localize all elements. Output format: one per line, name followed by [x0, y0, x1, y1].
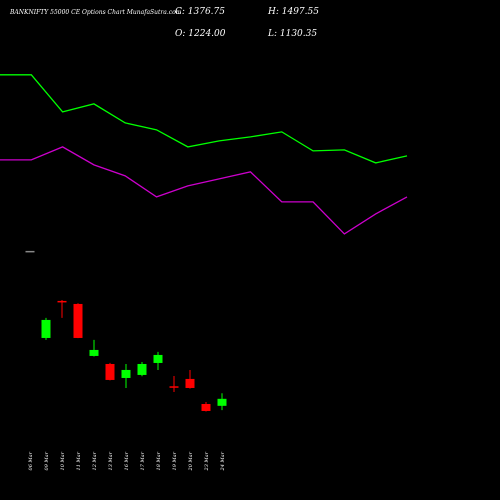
x-tick-label: 24 Mar	[220, 451, 226, 471]
x-tick-label: 17 Mar	[140, 451, 146, 470]
candle-body	[217, 398, 227, 406]
x-tick-label: 18 Mar	[156, 451, 162, 470]
high-label: H: 1497.55	[267, 7, 319, 17]
candle-body	[121, 369, 131, 378]
candle-body	[25, 250, 35, 253]
x-tick-label: 23 Mar	[204, 451, 210, 471]
candle-body	[73, 303, 83, 338]
x-tick-label: 13 Mar	[108, 451, 114, 470]
x-tick-label: 19 Mar	[172, 451, 178, 470]
chart-title: BANKNIFTY 55000 CE Options Chart MunafaS…	[9, 9, 182, 16]
candle-body	[41, 319, 51, 338]
candle-body	[137, 363, 147, 375]
x-tick-label: 10 Mar	[60, 451, 66, 470]
indicator-line	[0, 74, 408, 164]
candle-body	[57, 300, 67, 303]
x-tick-label: 20 Mar	[188, 451, 194, 471]
candle-body	[169, 386, 179, 388]
close-label: C: 1376.75	[175, 7, 225, 17]
x-tick-label: 09 Mar	[44, 451, 50, 470]
x-tick-label: 11 Mar	[76, 451, 82, 470]
low-label: L: 1130.35	[267, 29, 317, 39]
x-tick-label: 16 Mar	[124, 451, 130, 470]
indicator-line	[0, 146, 408, 235]
x-tick-label: 06 Mar	[28, 451, 34, 470]
candle-body	[185, 378, 195, 388]
candle-body	[201, 403, 211, 411]
x-tick-label: 12 Mar	[92, 451, 98, 470]
open-label: O: 1224.00	[175, 29, 226, 39]
candle-body	[89, 349, 99, 356]
candle-body	[153, 354, 163, 363]
candle-body	[105, 363, 115, 380]
